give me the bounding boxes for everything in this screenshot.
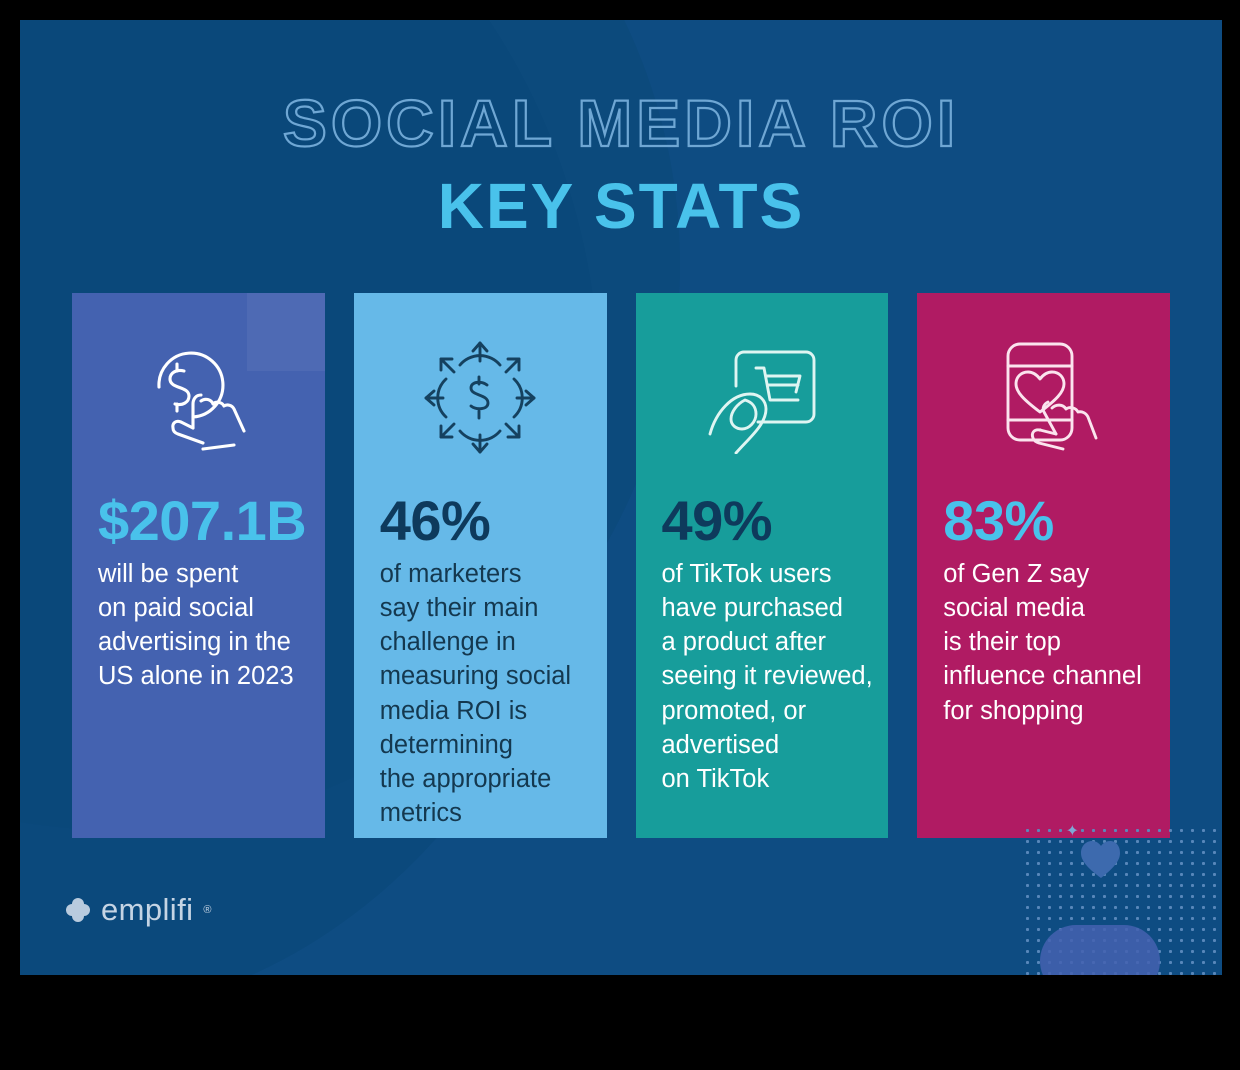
- shopping-cart-tap-icon: [662, 323, 889, 473]
- infographic-slide: SOCIAL MEDIA ROI KEY STATS: [20, 20, 1222, 975]
- rounded-rect-decoration: [1040, 925, 1160, 975]
- card-background: [72, 293, 325, 838]
- stat-number: $207.1B: [98, 489, 307, 552]
- stat-card-marketer-challenge[interactable]: 46% of marketers say their main challeng…: [353, 293, 607, 838]
- stat-body-text: of TikTok users have purchased a product…: [661, 560, 873, 793]
- stat-card-tiktok-purchase[interactable]: 49% of TikTok users have purchased a pro…: [635, 293, 889, 838]
- dollar-radiating-arrows-icon: [380, 323, 607, 473]
- stat-card-row: $207.1B will be spent on paid social adv…: [72, 293, 1170, 838]
- dollar-coin-tap-icon: [98, 323, 325, 473]
- stat-number: 83%: [943, 489, 1054, 552]
- emplifi-logo[interactable]: emplifi ®: [65, 892, 212, 928]
- stat-card-paid-social-spend[interactable]: $207.1B will be spent on paid social adv…: [72, 293, 325, 838]
- stat-body-text: of marketers say their main challenge in…: [379, 560, 572, 828]
- corner-decoration-group: ✦: [962, 775, 1222, 975]
- emplifi-logo-text: emplifi: [101, 892, 194, 927]
- stat-number: 46%: [379, 489, 491, 552]
- stat-number: 49%: [661, 489, 773, 552]
- card-background: [917, 293, 1170, 838]
- phone-heart-tap-icon: [943, 323, 1170, 473]
- card-background: [635, 293, 889, 838]
- stat-body-text: will be spent on paid social advertising…: [98, 560, 294, 691]
- title-block: SOCIAL MEDIA ROI KEY STATS: [20, 86, 1222, 242]
- emplifi-trademark: ®: [203, 904, 212, 916]
- card-light-overlay: [246, 293, 325, 371]
- stat-body-text: of Gen Z say social media is their top i…: [943, 560, 1142, 725]
- heart-shape-decoration: [1081, 841, 1120, 878]
- stat-card-gen-z-influence[interactable]: 83% of Gen Z say social media is their t…: [917, 293, 1170, 838]
- title-outline-text: SOCIAL MEDIA ROI: [282, 86, 960, 160]
- emplifi-clover-logo-icon: [66, 898, 90, 922]
- sparkle-decoration: ✦: [1065, 823, 1079, 840]
- title-solid-text: KEY STATS: [437, 170, 805, 242]
